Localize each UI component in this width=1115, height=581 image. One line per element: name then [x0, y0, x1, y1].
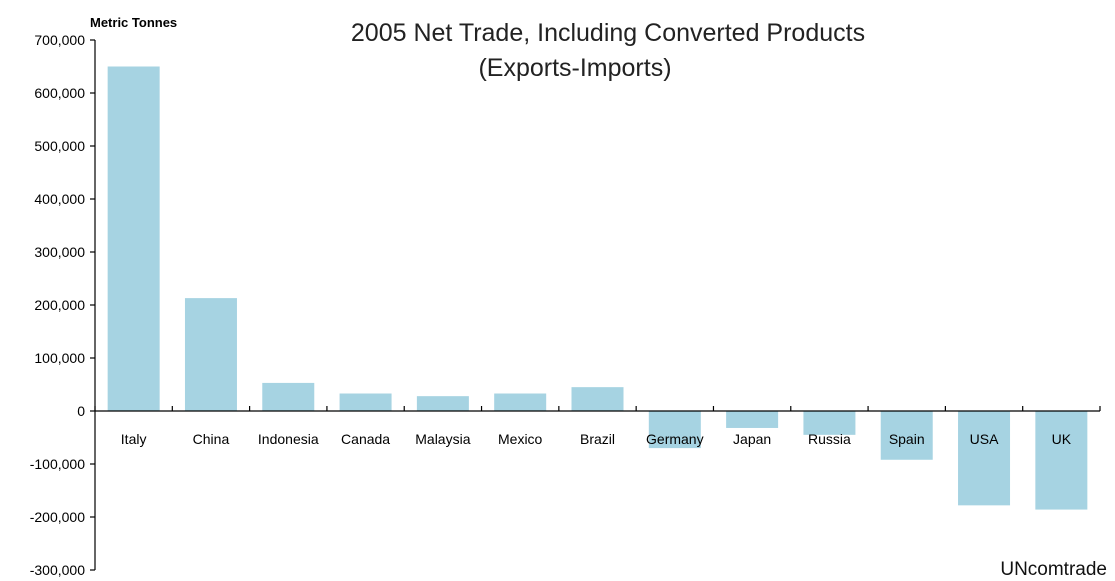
bar-malaysia [416, 396, 469, 411]
bar-indonesia [262, 382, 315, 411]
y-tick-label: -300,000 [30, 562, 85, 578]
x-tick-label-russia: Russia [808, 431, 851, 447]
y-tick-label: 500,000 [34, 138, 85, 154]
x-tick-label-italy: Italy [121, 431, 147, 447]
bar-japan [726, 411, 779, 428]
y-tick-label: 0 [77, 403, 85, 419]
x-tick-label-germany: Germany [646, 431, 704, 447]
y-tick-label: 300,000 [34, 244, 85, 260]
bar-russia [803, 411, 856, 435]
bar-canada [339, 393, 392, 411]
x-tick-label-spain: Spain [889, 431, 925, 447]
x-tick-label-usa: USA [970, 431, 999, 447]
x-tick-label-japan: Japan [733, 431, 771, 447]
plot-area: 700,000 600,000 500,000 400,000 300,000 200,0… [30, 32, 1101, 578]
x-tick-label-canada: Canada [341, 431, 390, 447]
bar-spain [880, 411, 933, 460]
bar-italy [107, 66, 160, 411]
y-tick-label: 700,000 [34, 32, 85, 48]
y-axis-unit-label: Metric Tonnes [90, 15, 177, 30]
bar-usa [958, 411, 1011, 506]
bar-mexico [494, 393, 547, 411]
x-tick-label-uk: UK [1052, 431, 1072, 447]
y-tick-label: -100,000 [30, 456, 85, 472]
y-tick-label: 100,000 [34, 350, 85, 366]
y-tick-label: -200,000 [30, 509, 85, 525]
bar-china [184, 298, 237, 411]
x-tick-label-malaysia: Malaysia [415, 431, 470, 447]
x-tick-label-brazil: Brazil [580, 431, 615, 447]
x-tick-label-indonesia: Indonesia [258, 431, 319, 447]
bar-germany [648, 411, 701, 449]
y-tick-label: 200,000 [34, 297, 85, 313]
y-tick-label: 600,000 [34, 85, 85, 101]
bar-uk [1035, 411, 1088, 510]
y-tick-label: 400,000 [34, 191, 85, 207]
chart-subtitle: (Exports-Imports) [478, 54, 671, 82]
x-tick-label-china: China [193, 431, 230, 447]
bar-brazil [571, 387, 624, 411]
source-label: UNcomtrade [1000, 559, 1107, 580]
chart-title: 2005 Net Trade, Including Converted Prod… [351, 19, 865, 47]
x-tick-label-mexico: Mexico [498, 431, 543, 447]
